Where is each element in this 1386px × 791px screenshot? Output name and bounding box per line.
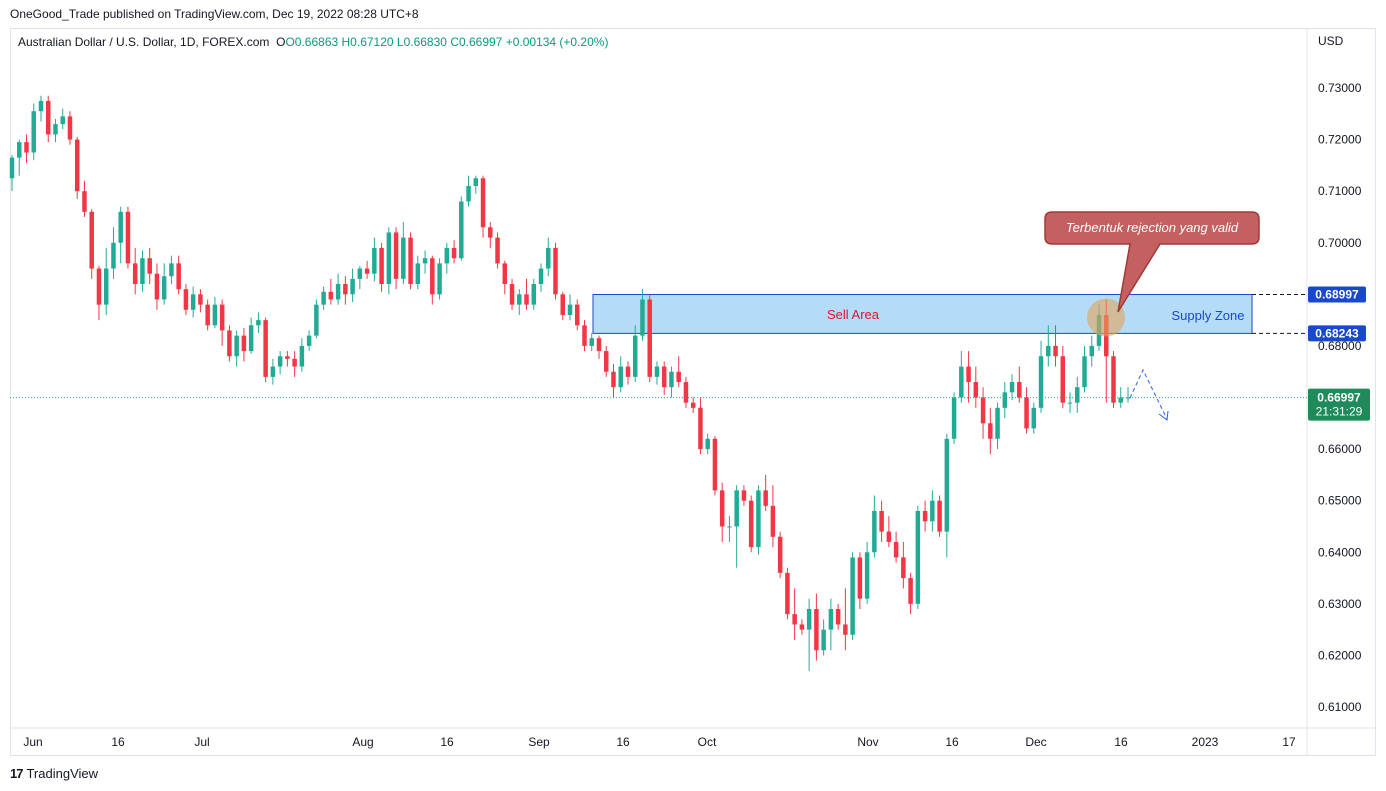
symbol-name[interactable]: Australian Dollar / U.S. Dollar, 1D, FOR…	[18, 35, 270, 49]
chart-legend: Australian Dollar / U.S. Dollar, 1D, FOR…	[18, 35, 609, 49]
chart-frame	[10, 28, 1376, 756]
legend-close: C0.66997	[450, 35, 503, 49]
tradingview-logo[interactable]: 17 TradingView	[10, 766, 98, 781]
published-info: OneGood_Trade published on TradingView.c…	[10, 7, 419, 21]
tradingview-logo-icon: 17	[10, 766, 24, 781]
legend-high: H0.67120	[341, 35, 394, 49]
legend-low: L0.66830	[396, 35, 447, 49]
legend-change: +0.00134 (+0.20%)	[505, 35, 609, 49]
tradingview-logo-text: TradingView	[26, 766, 99, 781]
legend-open: O0.66863	[285, 35, 339, 49]
